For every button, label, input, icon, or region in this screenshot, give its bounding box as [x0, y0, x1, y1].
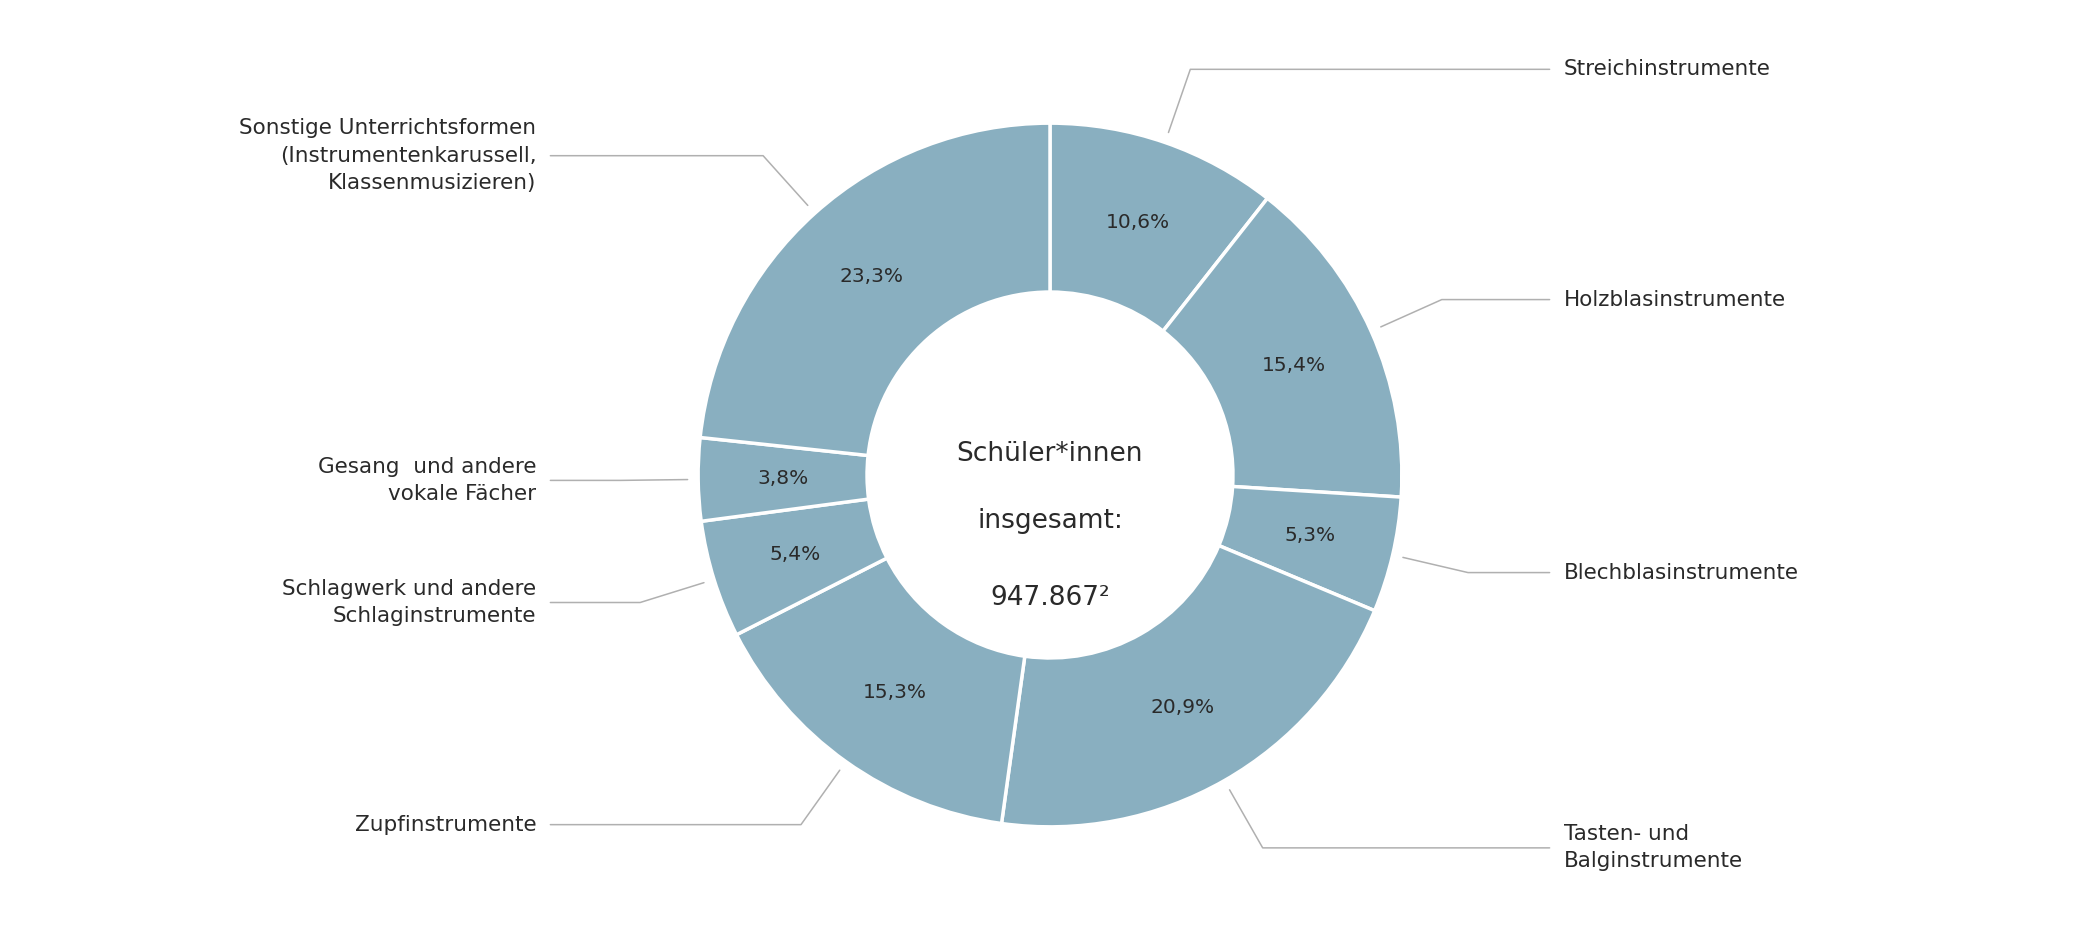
Text: insgesamt:: insgesamt:	[976, 507, 1124, 534]
Text: Schlagwerk und andere
Schlaginstrumente: Schlagwerk und andere Schlaginstrumente	[281, 579, 536, 626]
Wedge shape	[701, 499, 886, 635]
Text: Gesang  und andere
vokale Fächer: Gesang und andere vokale Fächer	[317, 457, 536, 504]
Text: 15,4%: 15,4%	[1262, 356, 1325, 375]
Text: 20,9%: 20,9%	[1151, 698, 1214, 717]
Text: Blechblasinstrumente: Blechblasinstrumente	[1564, 562, 1800, 582]
Text: Zupfinstrumente: Zupfinstrumente	[355, 815, 536, 835]
Text: Streichinstrumente: Streichinstrumente	[1564, 59, 1770, 79]
Wedge shape	[1002, 545, 1376, 826]
Text: 23,3%: 23,3%	[840, 267, 903, 286]
Wedge shape	[737, 558, 1025, 824]
Text: 15,3%: 15,3%	[863, 683, 926, 702]
Text: 10,6%: 10,6%	[1105, 213, 1170, 232]
Wedge shape	[1163, 199, 1403, 497]
Text: Holzblasinstrumente: Holzblasinstrumente	[1564, 290, 1785, 310]
Text: 5,4%: 5,4%	[769, 545, 821, 564]
Text: 947.867²: 947.867²	[991, 585, 1109, 611]
Text: 3,8%: 3,8%	[756, 469, 808, 488]
Wedge shape	[1050, 124, 1268, 332]
Text: Tasten- und
Balginstrumente: Tasten- und Balginstrumente	[1564, 825, 1743, 871]
Text: Schüler*innen: Schüler*innen	[958, 441, 1142, 466]
Wedge shape	[1218, 486, 1401, 611]
Wedge shape	[699, 124, 1050, 455]
Wedge shape	[697, 438, 869, 522]
Text: Sonstige Unterrichtsformen
(Instrumentenkarussell,
Klassenmusizieren): Sonstige Unterrichtsformen (Instrumenten…	[239, 119, 536, 193]
Text: 5,3%: 5,3%	[1285, 526, 1336, 545]
